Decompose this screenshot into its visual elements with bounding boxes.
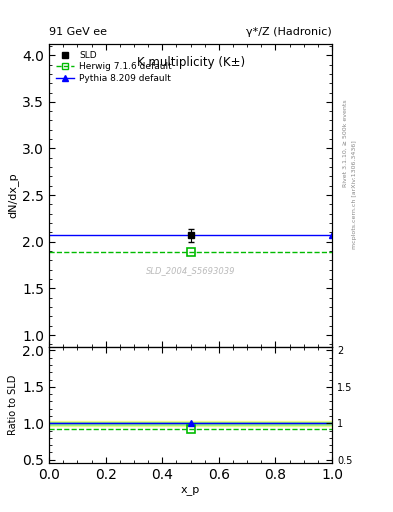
Text: γ*/Z (Hadronic): γ*/Z (Hadronic) bbox=[246, 27, 332, 37]
Legend: SLD, Herwig 7.1.6 default, Pythia 8.209 default: SLD, Herwig 7.1.6 default, Pythia 8.209 … bbox=[53, 48, 174, 86]
Text: Rivet 3.1.10, ≥ 500k events: Rivet 3.1.10, ≥ 500k events bbox=[343, 99, 348, 187]
Text: mcplots.cern.ch [arXiv:1306.3436]: mcplots.cern.ch [arXiv:1306.3436] bbox=[352, 140, 357, 249]
Text: SLD_2004_S5693039: SLD_2004_S5693039 bbox=[146, 266, 235, 275]
Y-axis label: dN/dx_p: dN/dx_p bbox=[7, 173, 18, 218]
Bar bbox=[49, 422, 332, 425]
Text: 91 GeV ee: 91 GeV ee bbox=[49, 27, 107, 37]
Y-axis label: Ratio to SLD: Ratio to SLD bbox=[8, 375, 18, 435]
Bar bbox=[49, 421, 332, 425]
X-axis label: x_p: x_p bbox=[181, 485, 200, 495]
Text: K multiplicity (K±): K multiplicity (K±) bbox=[136, 56, 245, 69]
